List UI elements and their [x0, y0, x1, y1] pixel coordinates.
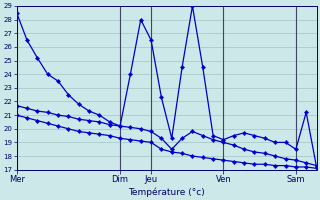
- X-axis label: Température (°c): Température (°c): [128, 187, 205, 197]
